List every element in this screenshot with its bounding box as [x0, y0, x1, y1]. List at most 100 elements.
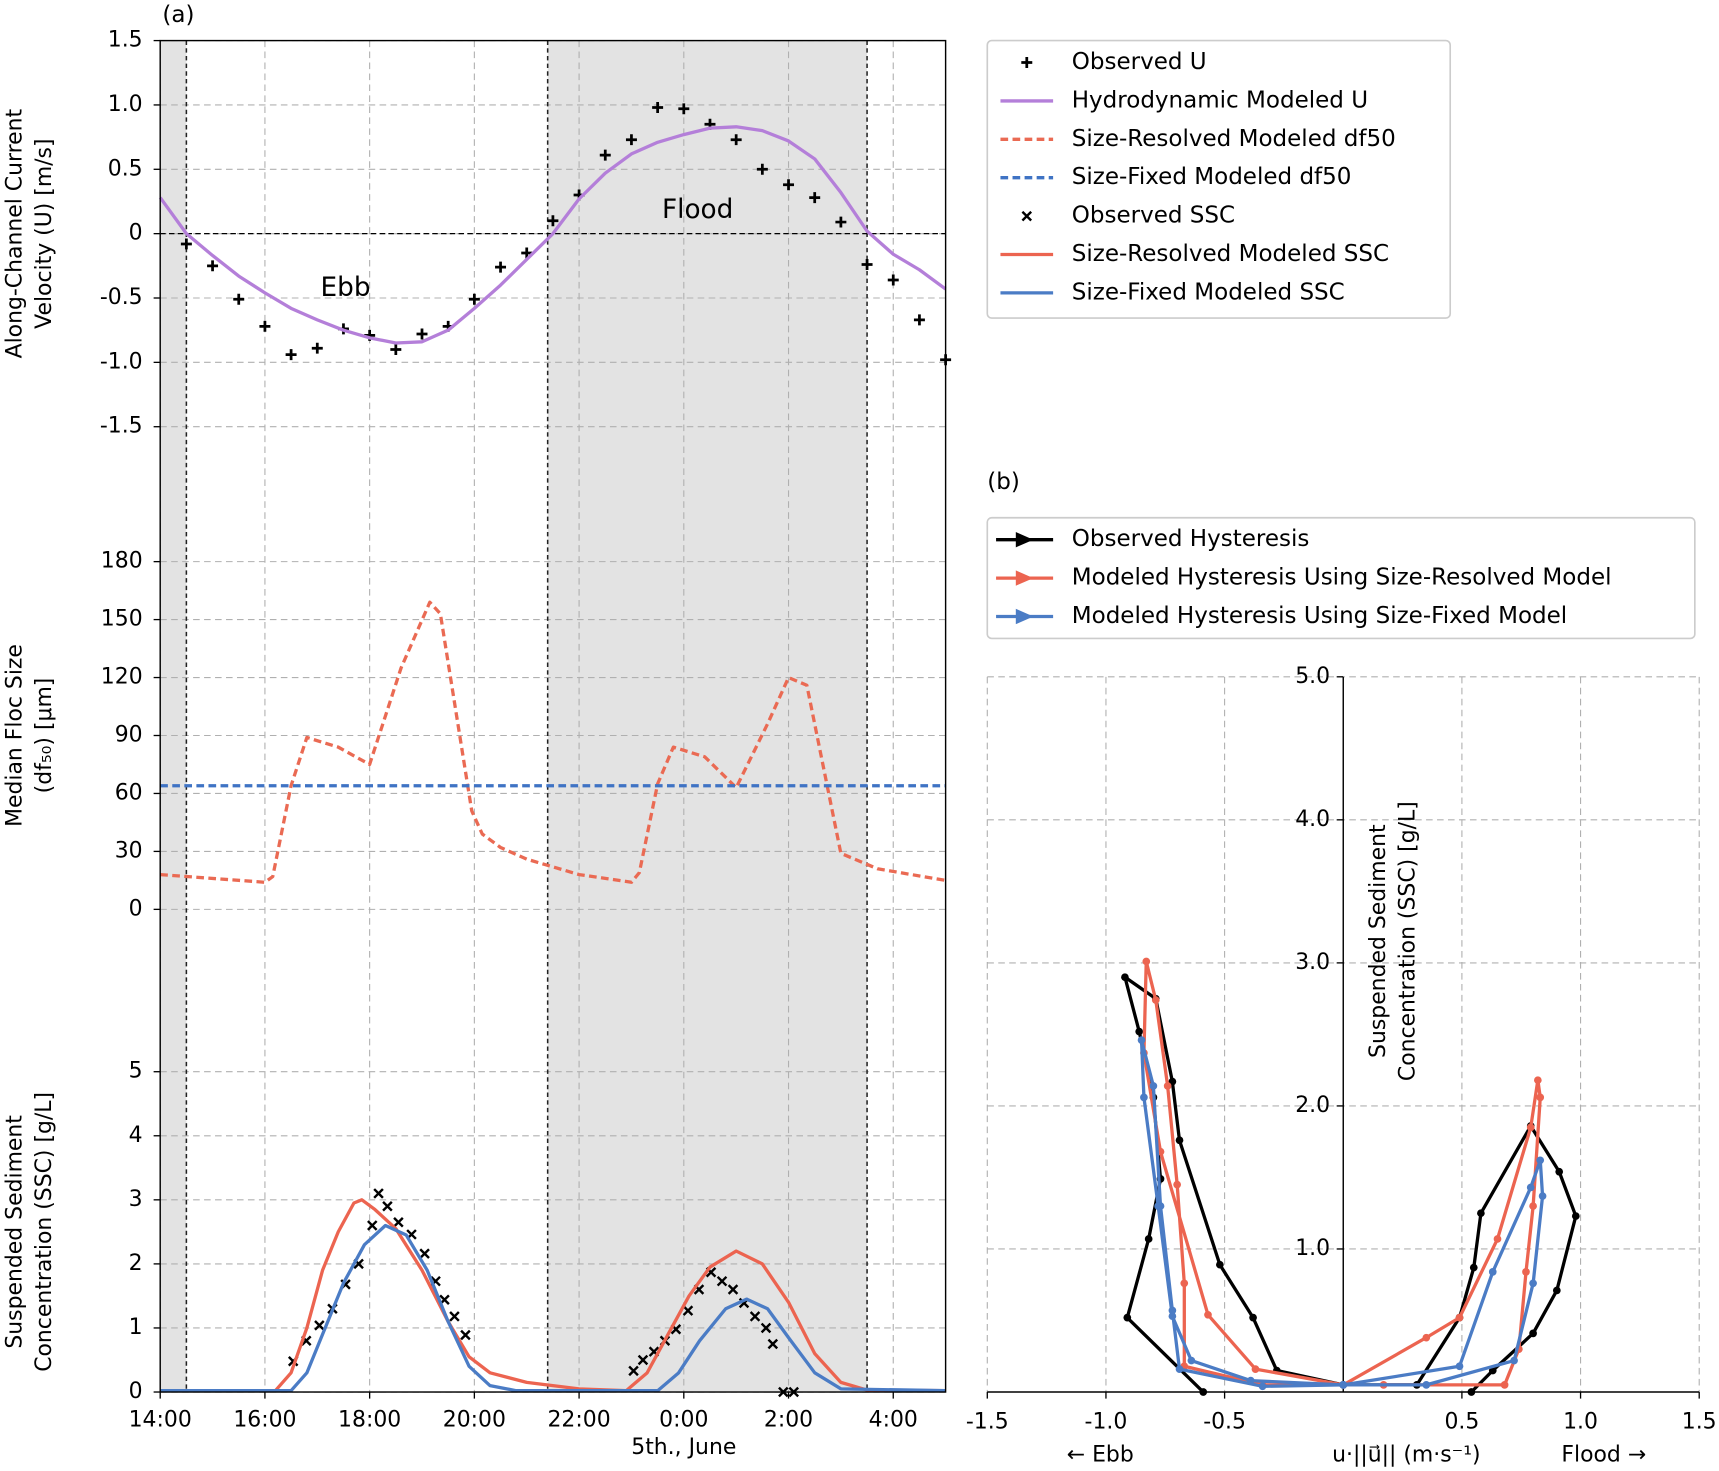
x-tick-label: 0:00: [659, 1408, 708, 1433]
legend: Observed Hysteresis Modeled Hysteresis Us…: [986, 516, 1696, 640]
y-tick-label: -1.5: [100, 414, 143, 439]
y-tick-label: 1.0: [1295, 1236, 1330, 1261]
shaded-span: [160, 40, 187, 1393]
x-axis-label: 5th., June: [631, 1435, 736, 1460]
x-axis-label: u·||u⃗|| (m·s⁻¹): [1332, 1443, 1480, 1468]
data-point: [760, 1322, 772, 1334]
data-point: [285, 349, 297, 361]
series-line: [1123, 975, 1578, 1394]
x-tick-label: -0.5: [1203, 1410, 1246, 1435]
y-axis-label: Velocity (U) [m/s]: [32, 138, 57, 328]
data-point: [1555, 1167, 1564, 1176]
data-point: [521, 247, 533, 259]
annotation: Ebb: [321, 273, 371, 303]
y-tick-label: 3: [129, 1187, 143, 1212]
data-point: [678, 103, 690, 115]
y-tick-label: 30: [115, 838, 143, 863]
data-point: [628, 1365, 639, 1377]
data-point: [1526, 1123, 1535, 1132]
data-point: [314, 1320, 325, 1331]
data-point: [1173, 1180, 1181, 1189]
legend-label: Modeled Hysteresis Using Size-Fixed Mode…: [1072, 603, 1567, 629]
x-tick-label: 22:00: [547, 1408, 610, 1433]
x-tick-label: 1.0: [1563, 1410, 1598, 1435]
data-point: [1422, 1381, 1431, 1389]
data-point: [1538, 1192, 1547, 1200]
series-line: [160, 600, 946, 884]
data-point: [468, 293, 480, 305]
y-tick-label: 0: [129, 896, 143, 921]
data-point: [233, 293, 245, 305]
data-point: [311, 342, 323, 354]
data-point: [1156, 1202, 1165, 1210]
data-point: [809, 192, 821, 204]
data-point: [1175, 1365, 1184, 1373]
x-tick-label: 2:00: [764, 1408, 813, 1433]
data-point: [367, 1220, 378, 1231]
annotation: Flood: [662, 195, 733, 225]
data-point: [1529, 1279, 1537, 1288]
data-point: [419, 1248, 430, 1259]
axes-frame: [159, 39, 947, 1393]
data-point: [1142, 957, 1151, 966]
legend-label: Observed SSC: [1072, 203, 1235, 229]
series-line: [1142, 959, 1542, 1387]
side-label: Flood →: [1561, 1443, 1646, 1468]
data-point: [861, 259, 873, 271]
data-point: [1339, 1381, 1348, 1389]
data-point: [1422, 1333, 1431, 1342]
legend-arrow: [1015, 532, 1034, 548]
data-point: [783, 179, 795, 191]
x-tick-label: -1.5: [966, 1410, 1009, 1435]
data-point: [682, 1305, 694, 1316]
y-axis-label: Suspended Sediment: [1366, 824, 1391, 1058]
legend-label: Size-Resolved Modeled SSC: [1072, 241, 1389, 267]
y-tick-label: 5: [129, 1059, 143, 1084]
data-point: [1246, 1376, 1255, 1385]
data-point: [1249, 1313, 1257, 1322]
x-tick-label: 16:00: [233, 1408, 296, 1433]
data-point: [259, 320, 271, 332]
y-tick-label: 0: [129, 1379, 143, 1404]
legend-box: [986, 39, 1452, 319]
data-point: [1536, 1156, 1545, 1165]
data-point: [652, 102, 664, 113]
y-tick-label: 3.0: [1295, 950, 1330, 975]
data-point: [599, 149, 611, 161]
y-tick-label: 2.0: [1295, 1093, 1330, 1118]
y-tick-label: 120: [101, 665, 143, 690]
data-point: [1536, 1093, 1545, 1102]
data-point: [1258, 1382, 1267, 1391]
data-point: [180, 238, 192, 250]
x-tick-label: -1.0: [1085, 1410, 1128, 1435]
y-tick-label: 1.0: [108, 92, 143, 117]
data-point: [1163, 1082, 1172, 1090]
data-point: [730, 134, 742, 146]
series-line: [158, 125, 947, 345]
data-point: [416, 328, 428, 340]
data-point: [1251, 1365, 1260, 1373]
x-tick-label: 14:00: [129, 1408, 192, 1433]
data-point: [1180, 1279, 1189, 1288]
y-tick-label: 0.5: [108, 156, 143, 181]
data-point: [1123, 1313, 1132, 1322]
y-tick-label: 60: [115, 780, 143, 805]
data-point: [1149, 1082, 1158, 1090]
y-axis-label: (df₅₀) [μm]: [32, 678, 57, 794]
legend-label: Size-Resolved Modeled df50: [1072, 126, 1396, 152]
data-point: [1168, 1312, 1177, 1321]
series-line: [160, 1198, 946, 1393]
data-point: [1137, 1036, 1146, 1044]
data-point: [1529, 1202, 1537, 1210]
data-point: [835, 216, 847, 228]
data-point: [1151, 996, 1160, 1004]
data-point: [1216, 1260, 1224, 1269]
data-point: [1522, 1268, 1530, 1276]
data-point: [1199, 1388, 1208, 1396]
data-point: [382, 1201, 393, 1212]
legend-label: Hydrodynamic Modeled U: [1072, 87, 1368, 113]
legend-arrow: [1015, 570, 1034, 586]
legend-box: [986, 516, 1696, 640]
